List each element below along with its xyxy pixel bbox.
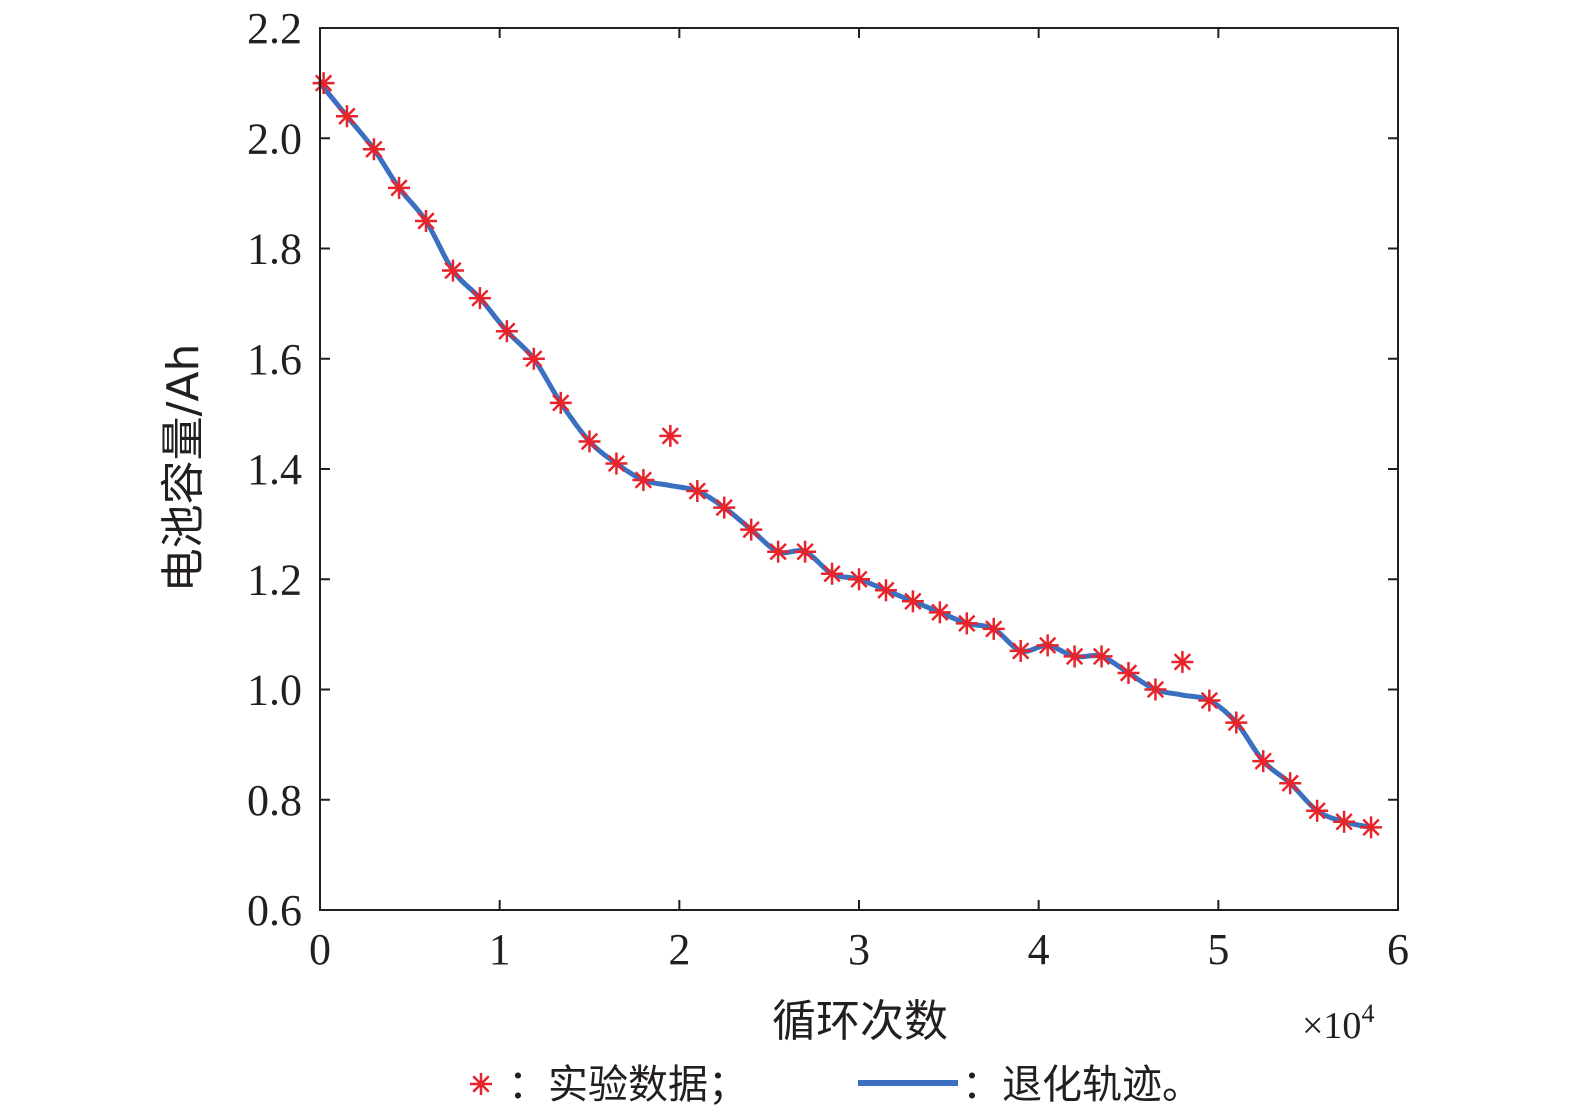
experimental-data-point	[468, 287, 491, 310]
y-tick-label: 1.6	[247, 335, 302, 384]
legend-label-trajectory: ：退化轨迹。	[962, 1062, 1202, 1108]
experimental-data-point	[441, 259, 464, 282]
y-tick-label: 1.8	[247, 225, 302, 274]
experimental-data-point	[1225, 711, 1248, 734]
experimental-data-point	[1036, 634, 1059, 657]
experimental-data-point	[659, 424, 682, 447]
experimental-data-point	[848, 568, 870, 591]
plot-area	[312, 72, 1383, 839]
y-tick-label: 0.6	[247, 886, 302, 935]
tick-labels: 0 1 2 3 4 5 6 0.6 0.8 1.0 1.2 1.4 1.6 1.8 2.0 2.2	[247, 4, 1409, 974]
legend-label-experimental: ：实验数据；	[508, 1062, 748, 1108]
experimental-data-point	[549, 391, 572, 414]
experimental-data-point	[901, 590, 924, 613]
experimental-data-point	[495, 320, 518, 343]
legend-asterisk-marker	[470, 1073, 492, 1095]
legend-asterisk	[470, 1073, 492, 1095]
experimental-data-point	[1063, 645, 1086, 668]
experimental-data-point	[1360, 816, 1383, 839]
axes	[319, 27, 1399, 911]
experimental-data-point	[874, 579, 897, 602]
experimental-data-point	[335, 105, 358, 128]
y-tick-label: 1.2	[247, 555, 302, 604]
x-tick-label: 2	[668, 925, 690, 974]
x-axis-multiplier-base: ×10	[1302, 1005, 1361, 1047]
experimental-data-point	[767, 540, 790, 563]
experimental-data-point	[1198, 689, 1221, 712]
experimental-data-point	[686, 480, 709, 503]
experimental-data-point	[1252, 750, 1275, 773]
y-tick-label: 1.0	[247, 666, 302, 715]
x-axis-title: 循环次数	[772, 996, 948, 1047]
x-tick-label: 5	[1207, 925, 1229, 974]
experimental-data-point	[1306, 799, 1329, 822]
degradation-trajectory-line	[317, 80, 1374, 830]
experimental-data-point	[1009, 639, 1032, 662]
experimental-data-point	[821, 562, 844, 585]
experimental-data-point	[982, 617, 1005, 640]
experimental-data-point	[522, 347, 545, 370]
legend: ：实验数据； ：退化轨迹。	[470, 1062, 1202, 1108]
experimental-data-point	[312, 72, 335, 95]
experimental-data-point	[1117, 661, 1140, 684]
x-axis-multiplier-exponent: 4	[1361, 999, 1374, 1028]
x-tick-label: 1	[489, 925, 511, 974]
experimental-data-point	[1333, 810, 1356, 833]
experimental-data-point	[740, 518, 763, 541]
experimental-data-point	[713, 496, 736, 519]
experimental-data-point	[362, 138, 385, 161]
experimental-data-point	[1090, 645, 1113, 668]
x-tick-label: 3	[848, 925, 870, 974]
experimental-data-point	[1279, 772, 1302, 795]
y-tick-label: 2.2	[247, 4, 302, 53]
y-tick-label: 0.8	[247, 776, 302, 825]
y-tick-label: 1.4	[247, 445, 302, 494]
experimental-data-point	[928, 601, 951, 624]
experimental-data-point	[388, 176, 411, 199]
y-tick-label: 2.0	[247, 114, 302, 163]
experimental-data-point	[605, 452, 628, 475]
experimental-data-point	[955, 612, 978, 635]
experimental-data-point	[1171, 650, 1194, 673]
experimental-data-point	[415, 209, 438, 232]
x-tick-label: 0	[309, 925, 331, 974]
experimental-data-point	[632, 469, 655, 492]
experimental-data-point	[794, 540, 817, 563]
plot-frame	[319, 27, 1399, 911]
x-axis-multiplier: ×104	[1302, 999, 1374, 1047]
x-tick-label: 6	[1387, 925, 1409, 974]
x-tick-label: 4	[1028, 925, 1050, 974]
experimental-data-point	[1144, 678, 1167, 701]
y-axis-title: 电池容量/Ah	[158, 344, 209, 593]
experimental-data-point	[578, 430, 601, 453]
